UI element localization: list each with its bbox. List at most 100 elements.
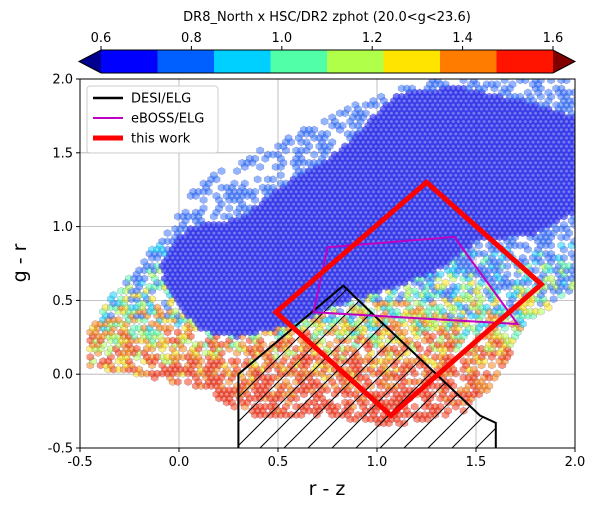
hexbin-cell	[557, 241, 566, 250]
colorbar: 0.6 0.8 1.0 1.2 1.4 1.6	[77, 31, 577, 74]
hexbin-cell	[153, 303, 162, 312]
y-axis-label: g - r	[9, 243, 31, 282]
hexbin-cell	[482, 303, 491, 312]
hexbin-cell	[361, 109, 370, 118]
hexbin-cell	[536, 307, 545, 316]
hexbin-cell	[274, 150, 283, 159]
hexbin-cell	[557, 84, 566, 93]
hexbin-cell	[405, 336, 414, 345]
hexbin-cell	[225, 212, 234, 221]
hexbin-cell	[410, 286, 419, 295]
hexbin-cell	[459, 79, 468, 85]
y-tick-label: 1.5	[52, 146, 73, 161]
hexbin-cell	[570, 96, 575, 105]
hexbin-cell	[269, 183, 277, 192]
hexbin-cell	[469, 79, 478, 85]
y-tick-label: -0.5	[48, 442, 73, 457]
x-tick-label: 2.0	[565, 455, 586, 470]
hexbin-cell	[256, 146, 265, 155]
hexbin-cell	[570, 88, 575, 97]
hexbin-cell	[369, 96, 378, 105]
colorbar-segment	[270, 50, 328, 73]
colorbar-tick-label: 0.6	[91, 31, 112, 46]
hexbin-cell	[531, 266, 540, 275]
hexbin-cell	[325, 340, 334, 349]
hexbin-cell	[503, 270, 512, 279]
hexbin-cell	[148, 295, 156, 304]
hexbin-cell	[140, 257, 149, 267]
hexbin-cell	[493, 369, 501, 378]
hexbin-cell	[166, 324, 174, 333]
hexbin-cell	[560, 220, 568, 229]
hexbin-cell	[284, 134, 293, 143]
hexbin-cell	[441, 278, 450, 287]
hexbin-cell	[140, 274, 149, 283]
colorbar-segment	[327, 50, 384, 73]
hexbin-cell	[408, 84, 416, 93]
hexbin-cell	[480, 249, 489, 258]
colorbar-segment	[157, 50, 215, 73]
hexbin-cell	[230, 179, 239, 188]
hexbin-cell	[251, 187, 259, 196]
chart-title: DR8_North x HSC/DR2 zphot (20.0<g<23.6)	[183, 10, 471, 25]
legend-label: DESI/ELG	[131, 92, 191, 107]
hexbin-cell	[338, 121, 347, 130]
hexbin-cell	[516, 92, 525, 101]
hexbin-cell	[282, 377, 290, 386]
colorbar-segment	[496, 50, 554, 73]
hexbin-cell	[433, 79, 442, 85]
hexbin-cell	[413, 340, 422, 349]
hexbin-cell	[163, 229, 172, 238]
y-tick-label: 0.5	[52, 294, 73, 309]
hexbin-cell	[493, 80, 501, 89]
y-tick-label: 0.0	[52, 368, 73, 383]
colorbar-tick-label: 1.6	[543, 31, 564, 46]
hexbin-cell	[547, 79, 555, 85]
hexbin-cell	[323, 129, 331, 138]
hexbin-cell	[135, 365, 144, 374]
hexbin-cell	[269, 175, 277, 184]
hexbin-cell	[320, 117, 329, 126]
hexbin-cell	[209, 171, 218, 180]
hexbin-cell	[549, 295, 558, 304]
hexbin-cell	[328, 113, 337, 122]
hexbin-cell	[436, 270, 445, 279]
y-tick-label: 2.0	[52, 73, 73, 88]
hexbin-cell	[351, 100, 360, 110]
hexbin-cell	[312, 377, 321, 386]
hexbin-cell	[217, 167, 226, 176]
x-tick-label: -0.5	[67, 455, 92, 470]
hexbin-cell	[343, 105, 352, 114]
hexbin-cell	[482, 369, 491, 378]
hexbin-cell	[444, 406, 452, 415]
hexbin-cell	[114, 315, 123, 324]
hexbin-cell	[212, 191, 221, 200]
x-tick-label: 1.5	[466, 455, 487, 470]
hexbin-cell	[333, 402, 342, 411]
hexbin-cell	[173, 377, 182, 386]
x-tick-label: 0.5	[268, 455, 289, 470]
hexbin-cell	[485, 381, 494, 391]
hexbin-cell	[547, 274, 555, 283]
hexbin-cell	[251, 154, 259, 163]
hexbin-cell	[469, 365, 478, 374]
hexbin-cell	[428, 332, 437, 341]
colorbar-tick-label: 1.4	[452, 31, 473, 46]
hexbin-cell	[184, 377, 192, 386]
hexbin-cell	[446, 377, 455, 386]
hexbin-cell	[233, 357, 241, 366]
hexbin-cell	[86, 353, 95, 362]
hexbin-cell	[428, 390, 437, 399]
hexbin-cell	[560, 253, 568, 262]
hexbin-cell	[500, 79, 509, 85]
colorbar-segment	[101, 50, 158, 73]
hexbin-cell	[320, 381, 329, 391]
hexbin-cell	[240, 179, 249, 188]
hexbin-cell	[390, 344, 398, 353]
colorbar-tick-label: 1.0	[271, 31, 292, 46]
colorbar-tick-label: 0.8	[181, 31, 202, 46]
hexbin-cell	[181, 208, 190, 217]
hexbin-cell	[518, 253, 527, 262]
